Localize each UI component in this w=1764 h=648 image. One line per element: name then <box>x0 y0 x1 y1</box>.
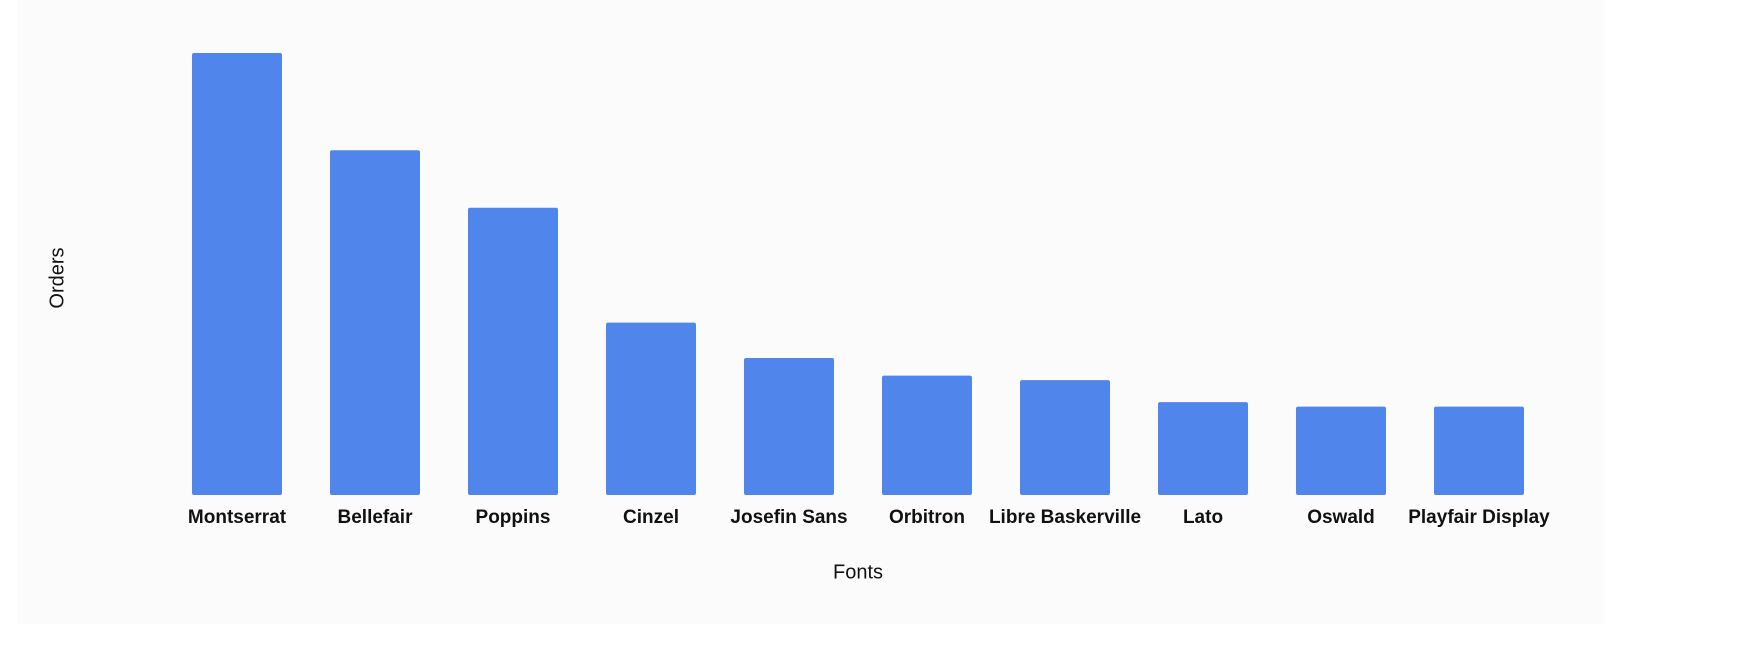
bar <box>1434 406 1524 495</box>
bar <box>606 322 696 495</box>
x-tick-label: Oswald <box>1307 507 1375 528</box>
bar <box>1158 402 1248 495</box>
bar <box>330 150 420 496</box>
bar <box>744 357 834 495</box>
bar <box>882 375 972 495</box>
x-tick-label: Montserrat <box>188 507 287 528</box>
x-tick-label: Libre Baskerville <box>989 507 1141 528</box>
bar <box>1296 406 1386 495</box>
x-tick-label: Josefin Sans <box>730 507 847 528</box>
bar <box>192 53 282 495</box>
bar <box>468 207 558 495</box>
x-tick-label: Orbitron <box>889 507 965 528</box>
x-axis-label: Fonts <box>833 561 883 583</box>
x-tick-label: Bellefair <box>338 507 414 528</box>
bar <box>1020 380 1110 495</box>
x-tick-label: Cinzel <box>623 507 679 528</box>
y-axis-label: Orders <box>46 247 68 308</box>
x-tick-label: Playfair Display <box>1408 507 1550 528</box>
x-tick-label: Lato <box>1183 507 1223 528</box>
x-tick-label: Poppins <box>476 507 551 528</box>
